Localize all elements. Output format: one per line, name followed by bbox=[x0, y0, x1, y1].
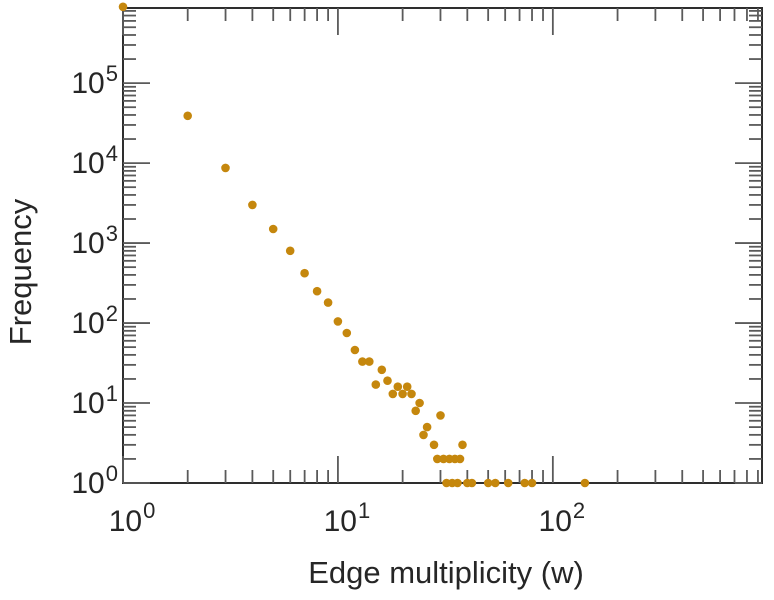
data-point bbox=[458, 440, 467, 450]
data-point bbox=[300, 268, 309, 278]
data-point bbox=[520, 478, 529, 488]
data-point bbox=[436, 411, 445, 420]
y-axis-label: Frequency bbox=[3, 198, 38, 345]
data-point bbox=[342, 328, 352, 338]
data-point bbox=[419, 430, 428, 440]
data-point bbox=[248, 200, 257, 210]
data-point bbox=[402, 382, 412, 392]
data-point bbox=[407, 389, 416, 399]
data-point bbox=[580, 478, 590, 488]
axis-ticks bbox=[122, 8, 762, 484]
data-point bbox=[439, 454, 448, 464]
data-point bbox=[365, 357, 374, 366]
data-point bbox=[388, 389, 398, 399]
data-point bbox=[455, 454, 465, 464]
y-tick-label: 103 bbox=[71, 221, 118, 260]
data-point bbox=[398, 389, 407, 399]
data-point bbox=[415, 398, 424, 408]
data-point bbox=[312, 286, 322, 296]
y-tick-label: 105 bbox=[71, 61, 118, 100]
y-tick-label: 100 bbox=[71, 461, 118, 500]
y-axis-tick-labels: 100 101 102 103 104 105 bbox=[71, 61, 118, 500]
data-point bbox=[377, 365, 387, 375]
y-tick-label: 101 bbox=[71, 381, 118, 420]
data-point bbox=[383, 376, 392, 386]
data-point bbox=[483, 478, 493, 488]
data-point bbox=[393, 382, 403, 392]
data-point bbox=[527, 478, 537, 488]
y-tick-label: 102 bbox=[71, 301, 118, 340]
data-points bbox=[118, 2, 590, 488]
data-point bbox=[118, 2, 128, 12]
data-point bbox=[429, 440, 439, 450]
data-point bbox=[453, 478, 462, 488]
x-axis-tick-labels: 100 101 102 bbox=[109, 498, 585, 538]
y-tick-label: 104 bbox=[71, 141, 118, 180]
data-point bbox=[285, 246, 295, 256]
x-axis-label: Edge multiplicity (w) bbox=[308, 555, 584, 590]
data-point bbox=[433, 454, 442, 464]
x-tick-label: 100 bbox=[109, 498, 156, 538]
data-point bbox=[503, 478, 513, 488]
data-point bbox=[323, 298, 333, 307]
data-point bbox=[268, 224, 278, 234]
x-tick-label: 101 bbox=[324, 498, 371, 538]
data-point bbox=[333, 317, 343, 326]
data-point bbox=[411, 406, 421, 416]
data-point bbox=[350, 345, 360, 355]
data-point bbox=[371, 380, 381, 389]
data-point bbox=[221, 163, 230, 173]
data-point bbox=[467, 478, 477, 488]
data-point bbox=[422, 422, 432, 432]
x-tick-label: 102 bbox=[539, 498, 586, 538]
data-point bbox=[491, 478, 500, 488]
data-point bbox=[183, 111, 192, 121]
data-point bbox=[358, 357, 367, 366]
